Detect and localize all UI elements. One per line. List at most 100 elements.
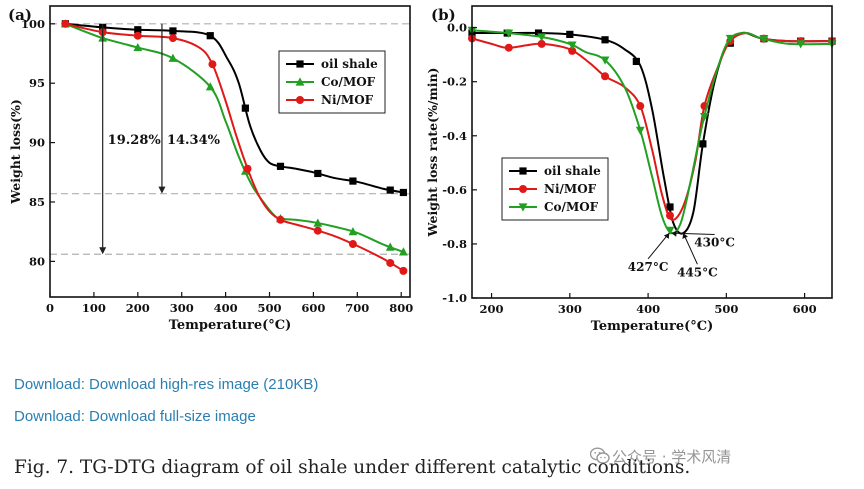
data-point <box>386 186 394 194</box>
download-full-size-link[interactable]: Download: Download full-size image <box>14 408 256 425</box>
data-point <box>61 19 70 28</box>
legend: oil shale Ni/MOF Co/MOF <box>501 157 609 221</box>
x-tick-label: 500 <box>258 301 282 315</box>
x-tick-label: 100 <box>82 301 106 315</box>
dtg-chart-panel-b: 430°C 427°C 445°C 200 300 400 500 600 0.0 -0.2 -0.… <box>425 5 837 334</box>
x-tick-label: 200 <box>126 301 150 315</box>
x-tick-label: 500 <box>714 302 738 316</box>
data-point <box>699 140 707 148</box>
data-point <box>399 188 408 197</box>
data-point <box>566 30 574 38</box>
data-point <box>399 266 408 275</box>
data-point <box>168 53 178 62</box>
data-point <box>208 60 217 69</box>
figure-caption: Fig. 7. TG-DTG diagram of oil shale unde… <box>14 457 691 478</box>
x-tick-label: 400 <box>636 302 660 316</box>
data-point <box>537 33 547 42</box>
data-point <box>665 226 675 236</box>
legend-label: oil shale <box>544 164 601 178</box>
data-point <box>134 26 142 34</box>
data-point <box>169 27 177 35</box>
data-point <box>314 169 322 178</box>
legend-label: Co/MOF <box>321 75 376 89</box>
annotation-leader <box>682 232 698 265</box>
data-point <box>759 35 769 44</box>
x-tick-label: 600 <box>301 301 325 315</box>
legend-swatch-marker <box>296 96 304 104</box>
data-point <box>666 203 674 211</box>
x-axis-label: Temperature(°C) <box>591 319 714 334</box>
data-point <box>386 258 395 267</box>
y-tick-label: 80 <box>29 254 45 268</box>
data-point <box>348 240 357 249</box>
data-point <box>666 211 674 220</box>
data-point <box>636 102 645 111</box>
legend-swatch-marker <box>518 203 528 212</box>
data-point <box>276 215 285 224</box>
data-point <box>700 112 709 122</box>
watermark-text: 公众号 · 学术风清 <box>612 448 732 466</box>
data-point <box>504 29 514 38</box>
plot-frame <box>49 5 411 298</box>
y-axis-label: Weight loss rate(%/min) <box>425 68 440 238</box>
download-high-res-link[interactable]: Download: Download high-res image (210KB… <box>14 376 319 393</box>
x-axis-label: Temperature(°C) <box>169 318 292 333</box>
data-point <box>348 227 358 236</box>
wechat-icon <box>590 447 610 464</box>
y-tick-label: -0.6 <box>442 183 467 197</box>
y-tick-label: -0.8 <box>442 237 467 251</box>
legend-swatch-marker <box>295 77 305 86</box>
data-point <box>206 32 214 40</box>
data-point <box>534 29 543 37</box>
x-tick-label: 700 <box>345 301 369 315</box>
annotation-leader <box>671 232 715 236</box>
annotation-arrowhead <box>663 233 670 239</box>
data-point <box>600 56 610 65</box>
series-line-ni-mof <box>471 31 833 221</box>
tg-dtg-figure: 19.28% 14.34% 0 100 200 300 400 500 600 700 800 80 8… <box>8 5 837 334</box>
data-point <box>313 218 323 227</box>
data-point <box>567 41 577 50</box>
annotation-label: 427°C <box>628 260 669 274</box>
data-point <box>276 162 285 170</box>
data-point <box>349 177 357 185</box>
tg-chart-panel-a: 19.28% 14.34% 0 100 200 300 400 500 600 700 800 80 8… <box>8 5 413 333</box>
x-tick-label: 600 <box>793 302 817 316</box>
legend-swatch-marker <box>519 185 527 193</box>
x-tick-label: 300 <box>170 301 194 315</box>
legend-label: Ni/MOF <box>544 182 597 196</box>
x-tick-label: 0 <box>46 301 54 315</box>
data-point <box>632 57 640 66</box>
legend-swatch-marker <box>296 60 304 68</box>
legend-swatch-marker <box>519 167 527 175</box>
plot-frame <box>471 5 833 299</box>
legend-label: Ni/MOF <box>321 93 374 107</box>
data-point <box>601 36 609 44</box>
y-tick-label: 95 <box>29 76 45 90</box>
data-point <box>537 39 546 48</box>
data-point <box>243 164 252 173</box>
data-point <box>601 72 610 81</box>
data-point <box>635 126 645 135</box>
data-point <box>796 40 806 49</box>
data-point <box>385 242 395 251</box>
y-tick-label: -1.0 <box>442 291 467 305</box>
y-tick-label: 0.0 <box>447 21 467 35</box>
annotation-arrowhead <box>671 230 677 237</box>
data-point <box>241 104 249 112</box>
data-point <box>168 34 177 43</box>
data-point <box>205 82 215 91</box>
panel-label: (b) <box>431 6 456 24</box>
panel-label: (a) <box>8 6 32 24</box>
arrow-head <box>99 247 107 255</box>
annotation-label: 19.28% <box>108 133 162 148</box>
annotation-arrowhead <box>682 233 688 239</box>
legend-label: Co/MOF <box>544 200 599 214</box>
y-tick-label: 90 <box>29 136 45 150</box>
y-tick-label: 85 <box>29 195 45 209</box>
x-tick-label: 300 <box>558 302 582 316</box>
data-point <box>133 31 142 40</box>
x-tick-label: 400 <box>214 301 238 315</box>
data-point <box>504 43 513 52</box>
y-tick-label: -0.2 <box>442 75 467 89</box>
